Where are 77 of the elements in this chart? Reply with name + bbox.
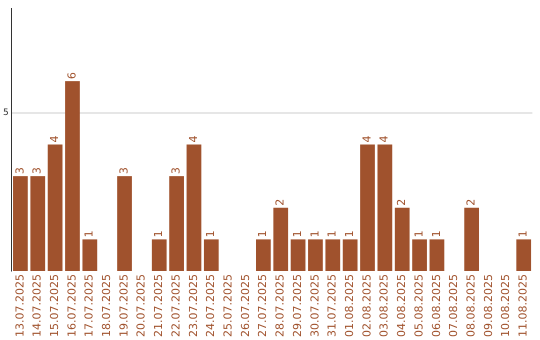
x-tick-label: 31.07.2025 bbox=[326, 274, 339, 338]
data-label: 1 bbox=[82, 230, 96, 238]
x-tick-label: 08.08.2025 bbox=[464, 274, 478, 338]
x-tick-label: 23.07.2025 bbox=[186, 274, 200, 338]
x-tick-label: 15.07.2025 bbox=[48, 274, 61, 338]
data-label: 1 bbox=[412, 230, 426, 238]
x-tick-label: 27.07.2025 bbox=[256, 274, 270, 338]
data-label: 4 bbox=[186, 135, 200, 142]
x-tick-label: 30.07.2025 bbox=[308, 274, 322, 338]
x-tick-label: 20.07.2025 bbox=[134, 274, 148, 338]
data-label: 2 bbox=[274, 198, 287, 206]
x-tick-label: 26.07.2025 bbox=[238, 274, 252, 338]
bar bbox=[256, 239, 271, 272]
data-label: 4 bbox=[360, 135, 374, 142]
x-tick-label: 11.08.2025 bbox=[516, 274, 530, 338]
data-label: 1 bbox=[326, 230, 339, 238]
bar bbox=[82, 239, 98, 272]
x-tick-label: 24.07.2025 bbox=[204, 274, 218, 338]
bar bbox=[394, 208, 410, 272]
data-label: 2 bbox=[464, 198, 478, 206]
x-tick-label: 28.07.2025 bbox=[274, 274, 287, 338]
bar bbox=[377, 144, 392, 272]
x-tick-label: 04.08.2025 bbox=[395, 274, 408, 338]
bar bbox=[516, 239, 532, 272]
x-tick-label: 03.08.2025 bbox=[378, 274, 391, 338]
bar bbox=[30, 176, 46, 272]
data-label: 1 bbox=[204, 230, 218, 238]
x-tick-label: 22.07.2025 bbox=[169, 274, 182, 338]
bar bbox=[169, 176, 184, 272]
x-tick-label: 16.07.2025 bbox=[65, 274, 78, 338]
bar bbox=[273, 208, 288, 272]
x-tick-label: 01.08.2025 bbox=[343, 274, 356, 338]
x-tick-label: 05.08.2025 bbox=[412, 274, 426, 338]
data-label: 2 bbox=[395, 198, 408, 206]
bar bbox=[360, 144, 375, 272]
bar bbox=[342, 239, 358, 272]
bar bbox=[290, 239, 306, 272]
data-label: 4 bbox=[48, 135, 61, 142]
x-tick-label: 21.07.2025 bbox=[152, 274, 166, 338]
bar bbox=[117, 176, 132, 272]
bar bbox=[464, 208, 480, 272]
data-label: 3 bbox=[117, 167, 130, 174]
x-tick-label: 10.08.2025 bbox=[499, 274, 512, 338]
bar bbox=[152, 239, 167, 272]
data-label: 3 bbox=[169, 167, 182, 174]
bar bbox=[48, 144, 62, 272]
x-tick-label: 17.07.2025 bbox=[82, 274, 96, 338]
bar bbox=[13, 176, 28, 272]
bar bbox=[204, 239, 219, 272]
data-label: 1 bbox=[516, 230, 530, 238]
bar bbox=[308, 239, 323, 272]
data-label: 1 bbox=[290, 230, 304, 238]
data-label: 3 bbox=[30, 167, 44, 174]
bar bbox=[186, 144, 202, 272]
y-tick-label: 5 bbox=[2, 108, 9, 118]
bar bbox=[412, 239, 427, 272]
x-tick-label: 09.08.2025 bbox=[482, 274, 495, 338]
bar bbox=[65, 81, 80, 272]
data-label: 4 bbox=[378, 135, 391, 142]
x-tick-label: 06.08.2025 bbox=[430, 274, 443, 338]
x-tick-label: 14.07.2025 bbox=[30, 274, 44, 338]
data-label: 1 bbox=[308, 230, 322, 238]
data-label: 1 bbox=[430, 230, 443, 238]
data-label: 1 bbox=[152, 230, 166, 238]
bar bbox=[430, 239, 444, 272]
x-tick-label: 18.07.2025 bbox=[100, 274, 114, 338]
x-tick-label: 19.07.2025 bbox=[117, 274, 130, 338]
data-label: 3 bbox=[13, 167, 26, 174]
data-label: 1 bbox=[343, 230, 356, 238]
x-tick-label: 13.07.2025 bbox=[13, 274, 26, 338]
x-tick-label: 25.07.2025 bbox=[222, 274, 235, 338]
data-label: 1 bbox=[256, 230, 270, 238]
bar bbox=[325, 239, 340, 272]
x-tick-label: 29.07.2025 bbox=[290, 274, 304, 338]
data-label: 6 bbox=[65, 72, 78, 80]
x-tick-label: 02.08.2025 bbox=[360, 274, 374, 338]
x-tick-label: 07.08.2025 bbox=[447, 274, 460, 338]
